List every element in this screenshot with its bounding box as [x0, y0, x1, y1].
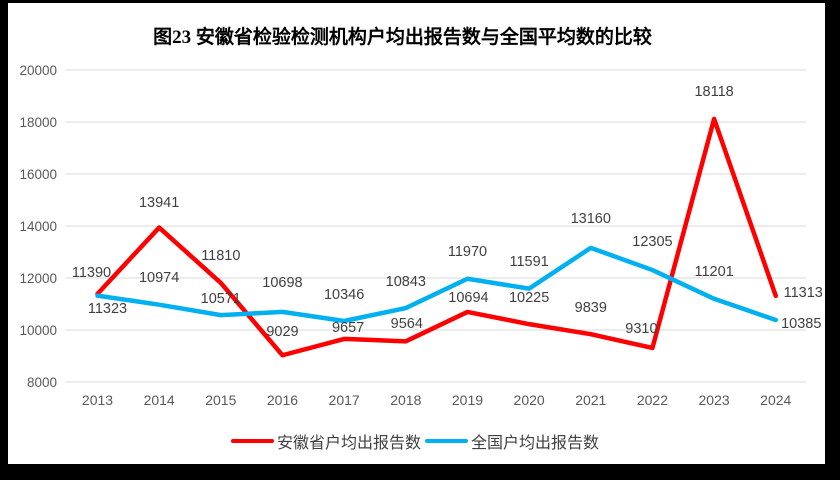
x-tick-label: 2019	[451, 392, 484, 408]
data-label-安徽省户均出报告数-2018: 9564	[390, 315, 423, 332]
legend-item-national: 全国户均出报告数	[425, 429, 599, 453]
x-tick-label: 2014	[143, 392, 175, 408]
series-line-0	[95, 116, 779, 358]
data-label-安徽省户均出报告数-2016: 9029	[266, 323, 299, 340]
data-label-全国户均出报告数-2018: 10843	[385, 273, 426, 290]
data-label-全国户均出报告数-2013: 11323	[87, 301, 128, 318]
y-tick-label: 16000	[19, 166, 57, 182]
data-label-全国户均出报告数-2019: 11970	[447, 244, 488, 261]
data-label-安徽省户均出报告数-2021: 9839	[574, 299, 607, 316]
data-label-安徽省户均出报告数-2024: 11313	[783, 285, 823, 302]
x-tick-label: 2022	[636, 392, 669, 408]
data-label-全国户均出报告数-2022: 12305	[632, 233, 673, 250]
chart-title: 图23 安徽省检验检测机构户均出报告数与全国平均数的比较	[153, 27, 652, 48]
y-tick-label: 20000	[19, 62, 57, 78]
x-tick-label: 2013	[81, 392, 114, 408]
chart-paper: 图23 安徽省检验检测机构户均出报告数与全国平均数的比较 20000 18000 1…	[8, 3, 825, 464]
x-tick-label: 2024	[760, 392, 792, 408]
data-label-全国户均出报告数-2020: 11591	[509, 254, 549, 271]
y-tick-label: 18000	[19, 114, 57, 130]
x-tick-label: 2017	[328, 392, 360, 408]
legend-swatch-national	[425, 438, 468, 444]
data-label-全国户均出报告数-2014: 10974	[138, 270, 180, 287]
legend-swatch-anhui	[230, 438, 274, 444]
data-label-安徽省户均出报告数-2013: 11390	[71, 265, 112, 282]
x-tick-label: 2015	[205, 392, 237, 408]
legend: 安徽省户均出报告数 全国户均出报告数	[230, 429, 599, 453]
data-label-安徽省户均出报告数-2015: 11810	[201, 248, 241, 265]
data-label-全国户均出报告数-2024: 10385	[781, 316, 822, 333]
y-tick-label: 8000	[26, 374, 57, 390]
data-label-全国户均出报告数-2015: 10571	[200, 290, 241, 307]
data-label-安徽省户均出报告数-2019: 10694	[448, 290, 489, 307]
data-label-全国户均出报告数-2023: 11201	[694, 264, 734, 281]
legend-item-anhui: 安徽省户均出报告数	[230, 429, 421, 453]
data-label-安徽省户均出报告数-2023: 18118	[694, 84, 734, 101]
data-label-全国户均出报告数-2016: 10698	[262, 275, 303, 292]
x-tick-label: 2020	[513, 392, 545, 408]
legend-label-anhui: 安徽省户均出报告数	[276, 435, 421, 452]
y-tick-label: 12000	[19, 270, 57, 286]
series-line-1	[95, 245, 779, 324]
legend-label-national: 全国户均出报告数	[471, 435, 600, 452]
data-label-全国户均出报告数-2017: 10346	[323, 286, 365, 303]
data-label-全国户均出报告数-2021: 13160	[570, 211, 611, 228]
data-label-安徽省户均出报告数-2014: 13941	[138, 195, 180, 212]
x-tick-label: 2021	[575, 392, 607, 408]
data-label-安徽省户均出报告数-2017: 9657	[331, 320, 365, 337]
x-tick-label: 2016	[266, 392, 299, 408]
x-tick-label: 2018	[390, 392, 422, 408]
data-label-安徽省户均出报告数-2022: 9310	[625, 321, 658, 338]
data-label-安徽省户均出报告数-2020: 10225	[508, 289, 550, 306]
x-tick-label: 2023	[698, 392, 730, 408]
y-tick-label: 10000	[19, 322, 57, 338]
y-tick-label: 14000	[19, 218, 57, 234]
plot-area	[65, 69, 806, 383]
